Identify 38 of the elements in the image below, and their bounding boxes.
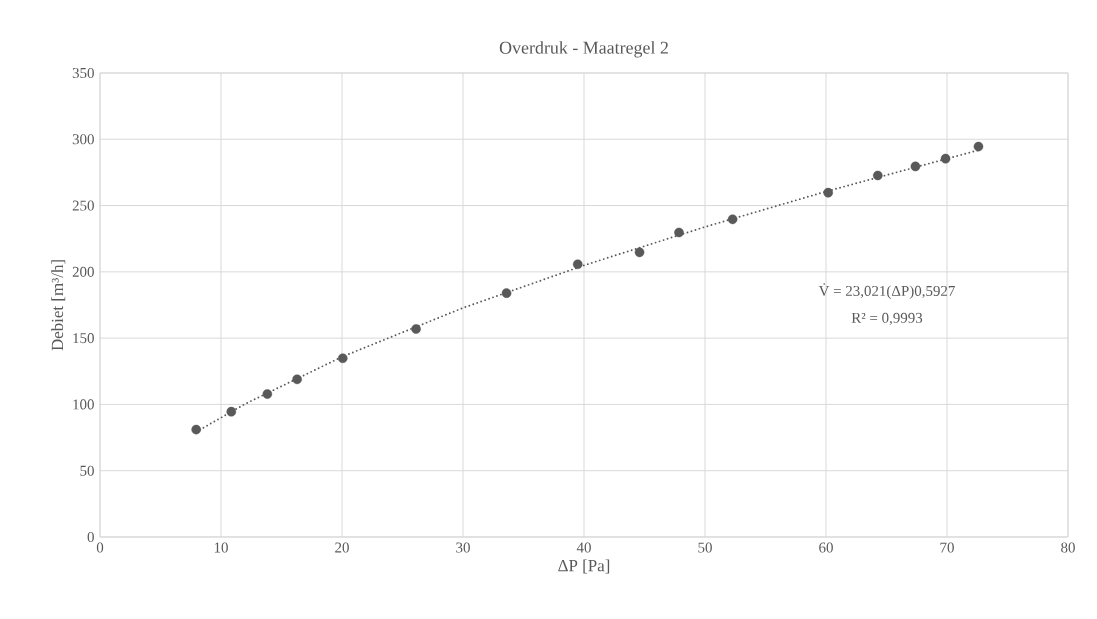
x-tick-label: 50: [698, 542, 712, 553]
y-tick-label: 350: [72, 67, 94, 79]
point: [823, 187, 833, 198]
point: [634, 247, 645, 258]
x-tick-label: 0: [96, 542, 104, 553]
point: [501, 288, 512, 298]
point: [727, 214, 738, 225]
annotation: R² = 0,9993: [851, 312, 923, 326]
y-tick-label: 200: [72, 266, 94, 277]
y-tick-label: 150: [73, 333, 94, 344]
point: [674, 227, 684, 238]
y-tick-label: 50: [80, 465, 94, 476]
x-tick-label: 20: [335, 542, 349, 553]
x-tick-label: 40: [576, 542, 591, 553]
y-tick-label: 250: [72, 200, 94, 211]
point: [411, 324, 421, 334]
point: [572, 259, 583, 270]
point: [292, 374, 302, 385]
annotation: V̇ = 23,021(ΔP)0,5927: [818, 283, 955, 299]
point: [910, 161, 921, 172]
y-tick-label: 100: [73, 399, 94, 410]
x-tick-label: 10: [214, 542, 228, 553]
point: [873, 170, 883, 181]
point: [940, 153, 951, 164]
x-axis-title: ΔP [Pa]: [558, 559, 610, 574]
y-tick-label: 300: [72, 134, 94, 145]
x-tick-label: 80: [1061, 542, 1075, 553]
x-tick-label: 70: [940, 542, 954, 553]
point: [262, 389, 273, 399]
x-tick-label: 60: [819, 542, 833, 553]
point: [337, 353, 348, 364]
chart-title: Overdruk - Maatregel 2: [499, 41, 668, 58]
y-tick-label: 0: [87, 531, 94, 543]
y-axis-title: Debiet [m³/h]: [51, 260, 66, 351]
point: [973, 141, 984, 152]
x-tick-label: 30: [456, 542, 470, 553]
point: [226, 406, 237, 417]
point: [191, 424, 201, 435]
